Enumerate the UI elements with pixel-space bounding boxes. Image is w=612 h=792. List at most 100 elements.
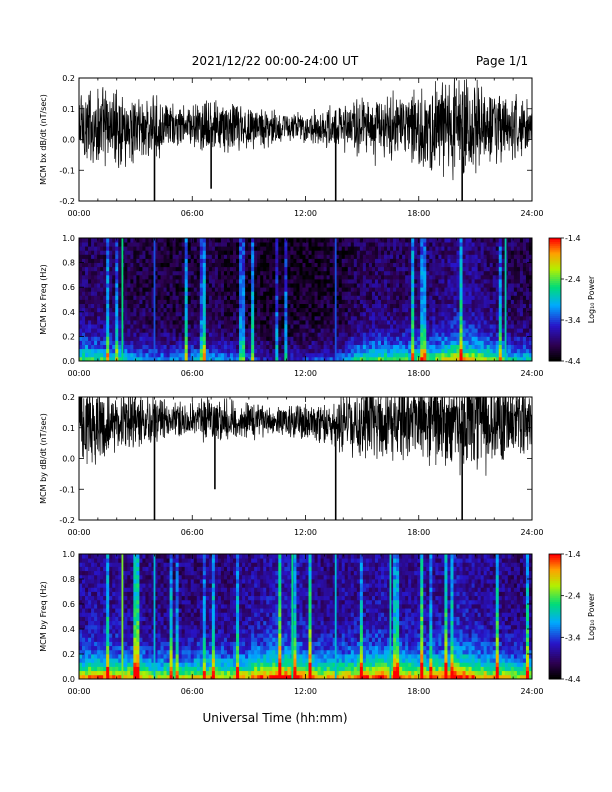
- panel-2-cell: [223, 352, 228, 358]
- panel-2-cell: [477, 250, 482, 255]
- panel-2-cell: [408, 250, 412, 255]
- panel-2-cell: [338, 274, 343, 280]
- panel-2-cell: [374, 356, 379, 361]
- panel-2-cell: [456, 270, 460, 276]
- panel-2-colorbar-step: [549, 262, 561, 266]
- panel-2-cell: [175, 356, 180, 361]
- panel-2-cell: [94, 348, 98, 354]
- panel-2-cell: [402, 356, 406, 361]
- panel-4-cell: [88, 574, 92, 580]
- panel-2-cell: [420, 320, 424, 325]
- panel-2-cell: [492, 270, 497, 276]
- panel-2-cell: [429, 279, 433, 284]
- panel-2-cell: [214, 246, 219, 251]
- panel-2-cell: [166, 254, 170, 259]
- panel-2-cell: [510, 340, 515, 345]
- panel-2-cell: [275, 336, 279, 341]
- panel-2-cell: [381, 332, 385, 337]
- panel-2-cell: [296, 328, 300, 333]
- panel-2-cell: [236, 266, 240, 272]
- panel-2-cell: [154, 352, 158, 358]
- panel-2-cell: [269, 270, 273, 276]
- panel-2-cell: [187, 254, 192, 259]
- panel-2-cell: [100, 246, 104, 251]
- panel-2-cell: [408, 242, 412, 247]
- panel-2-cell: [326, 254, 331, 259]
- panel-2-cell: [106, 238, 110, 243]
- panel-2-cell: [163, 246, 167, 251]
- panel-2-cell: [338, 250, 343, 255]
- panel-2-cell: [468, 258, 472, 263]
- panel-2-cell: [175, 250, 180, 255]
- panel-2-cell: [97, 344, 101, 350]
- panel-2-cell: [332, 348, 337, 354]
- panel-2-cell: [429, 242, 433, 247]
- panel-2-cell: [275, 320, 279, 325]
- panel-2-cell: [151, 299, 155, 304]
- panel-2-cell: [477, 258, 482, 263]
- panel-2-cell: [100, 295, 104, 300]
- panel-2-cell: [115, 332, 119, 337]
- panel-2-cell: [516, 348, 521, 354]
- panel-2-cell: [429, 250, 433, 255]
- panel-2-cell: [242, 352, 246, 358]
- panel-2-cell: [332, 262, 337, 268]
- panel-2-cell: [387, 291, 391, 296]
- panel-2-cell: [459, 242, 463, 247]
- panel-2-ytick-label: 0.4: [62, 308, 75, 317]
- panel-2-cell: [299, 340, 303, 345]
- panel-2-cell: [160, 242, 164, 247]
- panel-2-cell: [417, 274, 421, 280]
- panel-2-cell: [323, 274, 328, 280]
- panel-2-cell: [284, 328, 288, 333]
- panel-2-cell: [320, 307, 325, 313]
- panel-2-cell: [522, 258, 527, 263]
- panel-2-cell: [444, 238, 448, 243]
- panel-2-cell: [308, 332, 312, 337]
- panel-2-cell: [269, 238, 273, 243]
- panel-2-cell: [387, 352, 391, 358]
- panel-2-cell: [362, 344, 367, 350]
- panel-2-colorbar-step: [549, 270, 561, 274]
- panel-2-cell: [254, 295, 258, 300]
- panel-2-cell: [254, 328, 258, 333]
- panel-2-cell: [248, 311, 252, 317]
- panel-2-cell: [377, 336, 382, 341]
- panel-4-cell: [82, 587, 86, 592]
- panel-2-colorbar-step: [549, 283, 561, 286]
- panel-2-cell: [513, 352, 518, 358]
- panel-2-cell: [260, 250, 264, 255]
- panel-2-cell: [402, 320, 406, 325]
- panel-2-cell: [368, 262, 373, 268]
- panel-4-cell: [79, 595, 83, 601]
- panel-2-cell: [130, 274, 134, 280]
- panel-2-cell: [220, 303, 225, 309]
- panel-2-cell: [447, 348, 451, 354]
- panel-4-cell: [79, 629, 83, 634]
- panel-2-cell: [302, 295, 306, 300]
- panel-2-cell: [281, 274, 285, 280]
- panel-2-cell: [384, 307, 388, 313]
- panel-2-cell: [492, 258, 497, 263]
- panel-2-cell: [169, 315, 174, 321]
- panel-2-cell: [341, 320, 346, 325]
- panel-2-cell: [519, 279, 524, 284]
- panel-2-cell: [311, 336, 315, 341]
- panel-2-cell: [429, 324, 433, 329]
- panel-2-cell: [284, 344, 288, 350]
- panel-2-cell: [483, 320, 488, 325]
- panel-2-cell: [390, 258, 394, 263]
- panel-2-cell: [160, 287, 164, 292]
- panel-2-cell: [103, 287, 107, 292]
- panel-2-cell: [239, 324, 243, 329]
- panel-2-cell: [414, 315, 418, 321]
- panel-2-cell: [459, 307, 463, 313]
- panel-2-colorbar-step: [549, 348, 561, 352]
- panel-2-cell: [362, 242, 367, 247]
- panel-2-cell: [178, 242, 183, 247]
- panel-2-cell: [492, 328, 497, 333]
- panel-2-cell: [127, 270, 131, 276]
- panel-2-cell: [100, 270, 104, 276]
- panel-2-cell: [257, 315, 261, 321]
- panel-2-colorbar-step: [549, 354, 561, 358]
